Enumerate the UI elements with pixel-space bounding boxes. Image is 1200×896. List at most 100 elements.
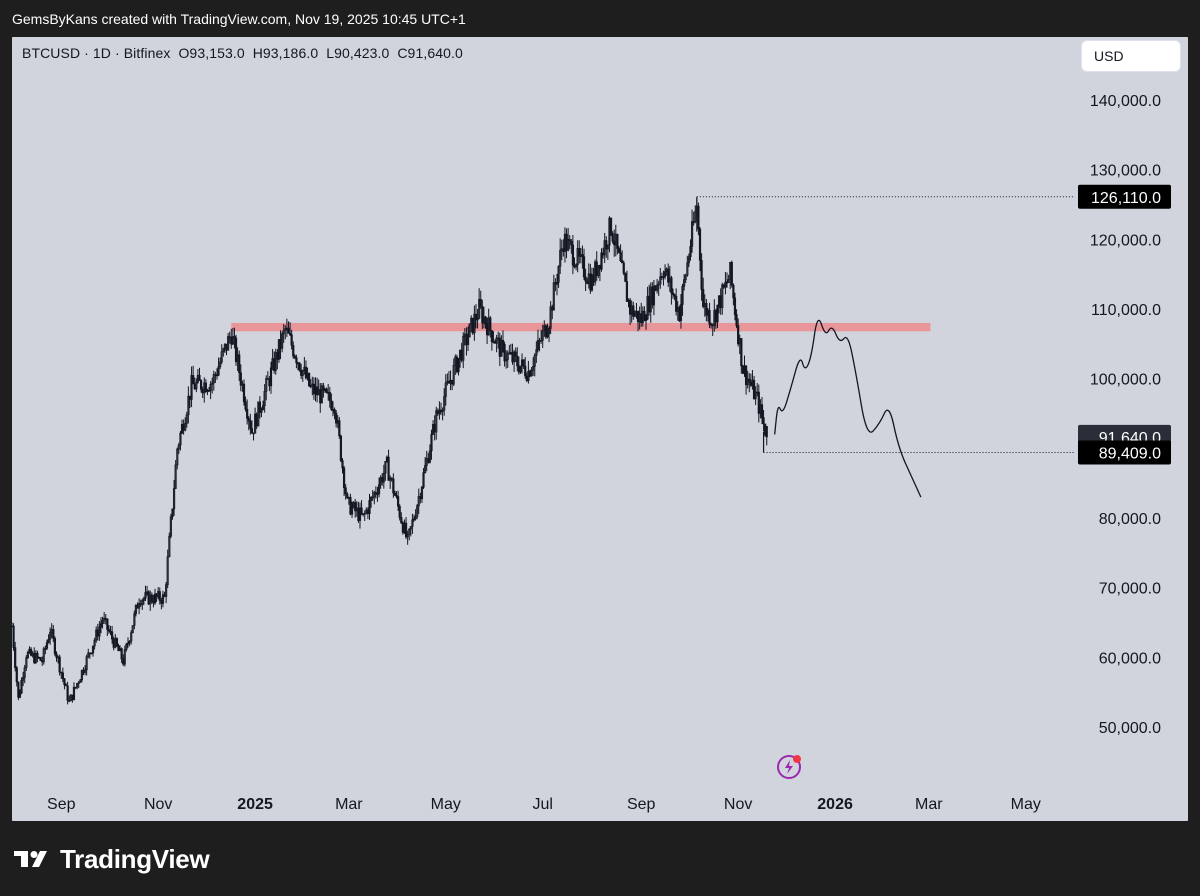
candle-body (80, 669, 84, 681)
candle-body (716, 304, 719, 323)
candle (549, 301, 552, 335)
candle-body (420, 486, 424, 500)
candle-body (185, 414, 188, 424)
candle-body (14, 647, 17, 669)
candle (338, 417, 341, 439)
x-tick-label: Sep (627, 796, 656, 813)
candle-body (169, 516, 172, 537)
candle-body (346, 493, 349, 498)
candle-body (85, 656, 88, 671)
candle-body (730, 261, 733, 286)
candle (354, 498, 357, 518)
candle (443, 388, 446, 416)
candle (238, 350, 241, 382)
candle-body (625, 281, 629, 302)
candle (358, 502, 362, 529)
candle-body (25, 657, 28, 668)
candle-body (93, 639, 96, 647)
candle (605, 236, 608, 258)
candle (220, 344, 223, 365)
x-tick-label: Nov (724, 796, 752, 813)
currency-button[interactable]: USD (1081, 40, 1181, 72)
candle (349, 493, 352, 516)
candle (301, 369, 304, 382)
candle (644, 314, 648, 330)
x-tick-label: May (431, 796, 461, 813)
candle (350, 501, 354, 518)
candle (737, 318, 740, 347)
candle (409, 525, 412, 537)
candle-body (411, 519, 414, 527)
tradingview-logo[interactable]: TradingView (14, 844, 210, 874)
candle-body (671, 292, 675, 295)
candle (430, 429, 433, 460)
candle (257, 401, 260, 427)
candle (387, 449, 390, 481)
candle (172, 479, 176, 516)
candle-body (732, 284, 735, 299)
candle-body (643, 310, 646, 322)
candle-body (757, 391, 760, 414)
candle-body (238, 354, 241, 374)
candle (260, 407, 263, 418)
candle (652, 279, 656, 316)
candle-body (161, 594, 165, 604)
chart-area[interactable]: 140,000.0 130,000.0 120,000.0 110,000.0 100,… (12, 37, 1188, 821)
candle (733, 292, 737, 321)
candle-body (689, 246, 692, 257)
candle-body (328, 392, 331, 402)
candle-body (765, 426, 768, 438)
candle (123, 645, 126, 667)
candle-body (265, 378, 268, 392)
candle (404, 517, 408, 540)
candle-body (662, 276, 665, 278)
candle (513, 349, 516, 372)
candle-body (390, 477, 393, 480)
candle (392, 473, 395, 498)
candle (12, 623, 15, 651)
candle-body (552, 282, 555, 311)
candle (681, 283, 684, 316)
candle (444, 374, 447, 406)
candle-body (293, 355, 296, 358)
candle-body (344, 487, 347, 495)
candle-body (398, 505, 401, 518)
candle-body (489, 317, 492, 331)
candle-body (376, 493, 379, 496)
candle-body (632, 305, 635, 317)
candle (544, 324, 547, 340)
candle (675, 288, 678, 316)
candle (66, 681, 69, 705)
candle (363, 510, 366, 522)
candle-body (708, 309, 711, 325)
candle-body (204, 382, 207, 393)
candle-body (90, 652, 93, 655)
candle-body (697, 205, 700, 230)
candle-body (15, 667, 18, 683)
candle (662, 270, 665, 286)
candle-body (417, 496, 420, 507)
candle (700, 253, 703, 301)
candle (530, 366, 533, 377)
candle (14, 641, 17, 672)
candle-body (549, 306, 552, 329)
candle-body (622, 262, 625, 274)
candle-body (571, 244, 574, 266)
candle-body (617, 248, 621, 253)
candle (424, 456, 427, 474)
candle-body (333, 409, 336, 414)
candle-body (476, 317, 479, 321)
candle (171, 508, 174, 520)
candle-body (679, 304, 683, 322)
lightning-sparkle-icon[interactable] (777, 755, 801, 779)
candle (295, 354, 298, 369)
candle (476, 309, 479, 329)
candle-body (452, 364, 455, 385)
price-chart[interactable]: 140,000.0 130,000.0 120,000.0 110,000.0 100,… (12, 37, 1188, 821)
candle (606, 244, 609, 260)
candle (53, 636, 57, 657)
candle (414, 509, 417, 521)
candle (622, 260, 625, 276)
candle (754, 386, 757, 405)
candle-body (468, 323, 471, 338)
